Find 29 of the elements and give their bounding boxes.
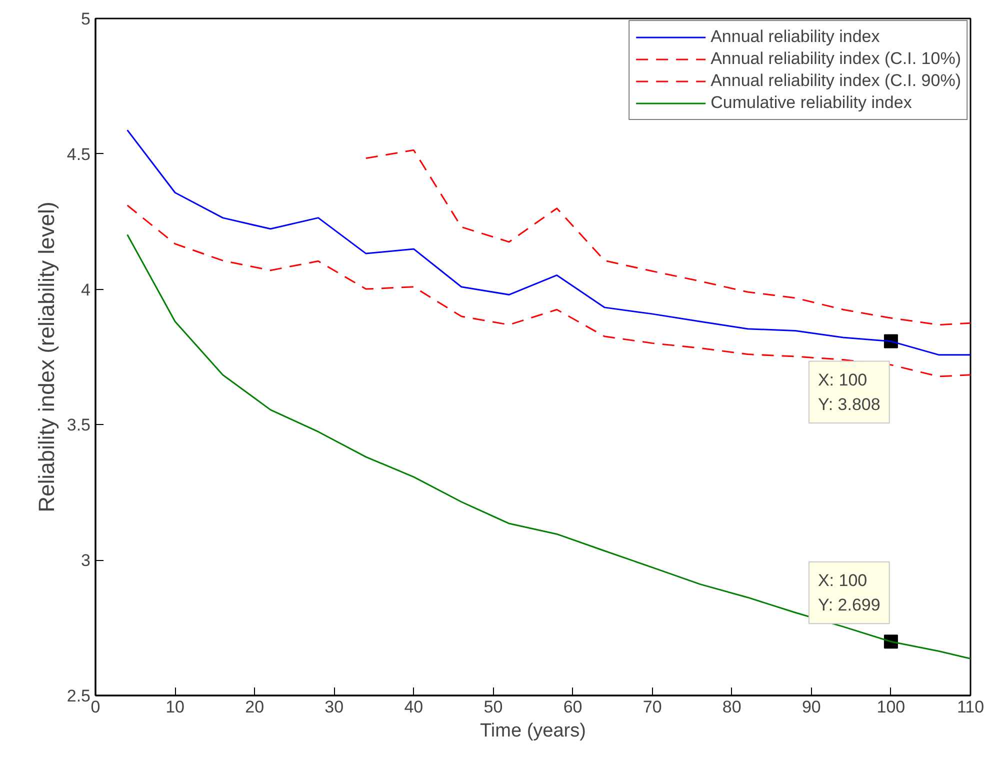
x-tick-label: 0 xyxy=(90,698,100,716)
x-tick-label: 30 xyxy=(324,698,344,716)
y-tick-label: 3 xyxy=(81,551,91,570)
x-tick-label: 90 xyxy=(802,698,821,716)
x-tick-label: 10 xyxy=(166,698,185,716)
y-tick-label: 2.5 xyxy=(66,686,91,706)
y-tick-label: 5 xyxy=(81,10,91,28)
line-series xyxy=(126,129,970,356)
y-axis-title: Reliability index (reliability level) xyxy=(34,202,59,512)
y-tick-label: 3.5 xyxy=(66,416,91,435)
annotation: X: 100 Y: 2.699 xyxy=(818,570,880,615)
legend-label: Cumulative reliability index xyxy=(710,93,912,113)
x-tick-label: 100 xyxy=(876,698,906,716)
legend-label: Annual reliability index xyxy=(710,27,880,47)
line-series xyxy=(126,234,970,660)
y-tick-label: 4 xyxy=(81,280,91,300)
x-tick-label: 60 xyxy=(563,698,582,716)
x-tick-label: 70 xyxy=(642,698,662,716)
annotation: X: 100 Y: 3.808 xyxy=(818,370,880,414)
x-tick-label: 50 xyxy=(484,698,503,716)
legend-label: Annual reliability index (C.I. 10%) xyxy=(710,49,961,69)
x-tick-label: 80 xyxy=(722,698,742,716)
x-axis-title: Time (years) xyxy=(480,720,586,742)
line-series xyxy=(365,149,970,326)
x-tick-label: 20 xyxy=(245,698,264,716)
legend-label: Annual reliability index (C.I. 90%) xyxy=(710,71,961,91)
x-tick-label: 40 xyxy=(404,698,424,716)
y-tick-label: 4.5 xyxy=(66,144,91,164)
x-tick-label: 110 xyxy=(956,698,984,716)
